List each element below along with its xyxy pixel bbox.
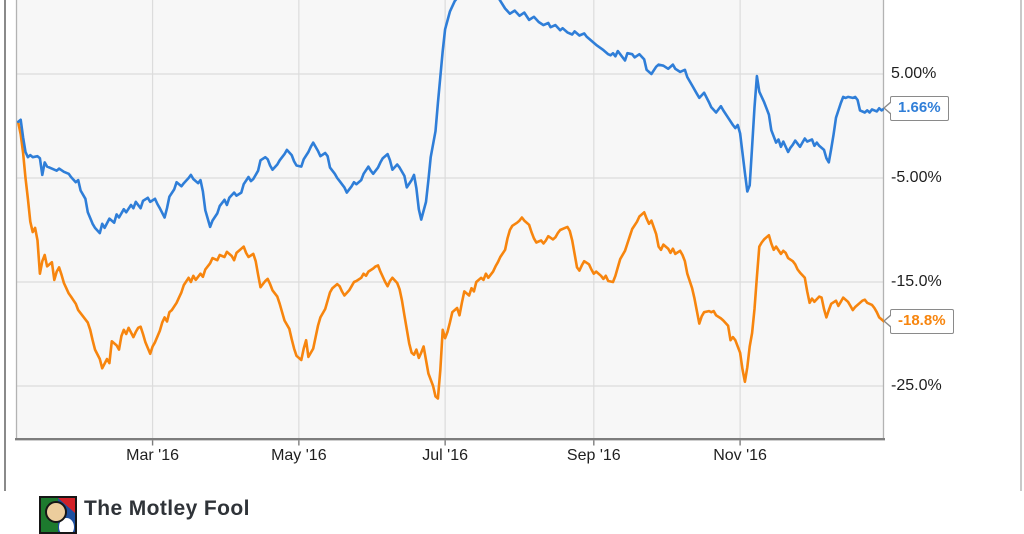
x-axis-label: May '16 <box>271 447 327 464</box>
y-axis-label: -15.0% <box>891 273 942 290</box>
blue-series-last-value: 1.66% <box>898 98 941 116</box>
motley-fool-jester-logo <box>39 496 77 534</box>
comparison-line-chart[interactable] <box>0 0 1024 512</box>
outer-frame-right <box>1020 0 1022 491</box>
x-axis-label: Nov '16 <box>713 447 767 464</box>
orange-series-line[interactable] <box>16 121 884 400</box>
y-axis-label: -25.0% <box>891 377 942 394</box>
y-axis-label: -5.00% <box>891 169 942 186</box>
outer-frame-left <box>4 0 6 491</box>
attribution-wordmark: The Motley Fool <box>84 497 250 520</box>
logo-face-circle <box>45 501 67 523</box>
blue-series-line[interactable] <box>16 0 884 235</box>
orange-series-last-value: -18.8% <box>898 311 946 329</box>
x-axis-label: Jul '16 <box>422 447 468 464</box>
y-axis-label: 5.00% <box>891 65 937 82</box>
blue-series-last-value-callout: 1.66% <box>883 95 949 121</box>
x-axis-label: Sep '16 <box>566 447 621 464</box>
orange-series-last-value-callout: -18.8% <box>883 308 954 334</box>
x-axis-label: Mar '16 <box>126 447 180 464</box>
plot-background[interactable] <box>16 0 884 438</box>
